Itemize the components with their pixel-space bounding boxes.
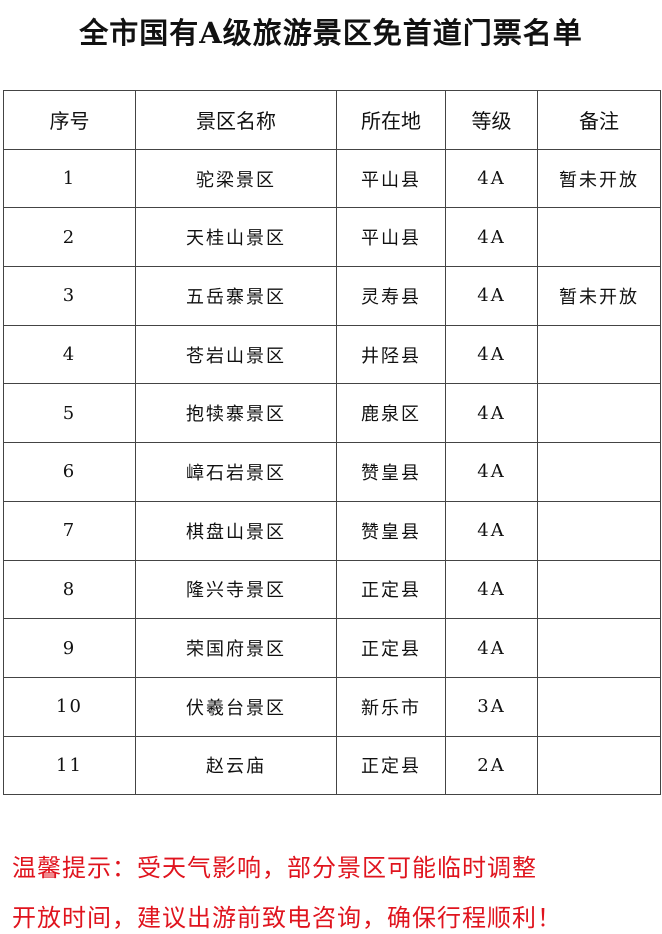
cell-level: 2A xyxy=(445,735,538,796)
cell-location: 正定县 xyxy=(336,735,446,796)
table-row: 9 荣国府景区 正定县 4A xyxy=(3,618,661,678)
cell-name: 五岳寨景区 xyxy=(135,266,337,326)
table-row: 4 苍岩山景区 井陉县 4A xyxy=(3,324,661,385)
cell-remark: 暂未开放 xyxy=(537,266,661,326)
notice-line-1: 温馨提示：受天气影响，部分景区可能临时调整 xyxy=(12,854,537,882)
cell-index: 10 xyxy=(3,676,136,737)
cell-name: 抱犊寨景区 xyxy=(135,383,337,444)
cell-index: 7 xyxy=(3,500,136,561)
cell-name: 嶂石岩景区 xyxy=(135,442,337,502)
cell-level: 4A xyxy=(445,148,538,209)
table-row: 6 嶂石岩景区 赞皇县 4A xyxy=(3,442,661,502)
cell-index: 11 xyxy=(3,735,136,796)
cell-index: 6 xyxy=(3,442,136,502)
cell-location: 平山县 xyxy=(336,148,446,209)
cell-level: 4A xyxy=(445,618,538,678)
cell-name: 荣国府景区 xyxy=(135,618,337,678)
cell-location: 新乐市 xyxy=(336,676,446,737)
table-row: 11 赵云庙 正定县 2A xyxy=(3,735,661,796)
cell-remark xyxy=(537,676,661,737)
page-title: 全市国有A级旅游景区免首道门票名单 xyxy=(79,16,583,50)
cell-remark xyxy=(537,735,661,796)
cell-name: 驼梁景区 xyxy=(135,148,337,209)
table-row: 2 天桂山景区 平山县 4A xyxy=(3,207,661,268)
cell-index: 9 xyxy=(3,618,136,678)
table-row: 10 伏羲台景区 新乐市 3A xyxy=(3,676,661,737)
cell-location: 正定县 xyxy=(336,559,446,620)
cell-remark: 暂未开放 xyxy=(537,148,661,209)
cell-level: 4A xyxy=(445,500,538,561)
column-header: 序号 xyxy=(3,90,136,150)
cell-location: 赞皇县 xyxy=(336,442,446,502)
cell-name: 棋盘山景区 xyxy=(135,500,337,561)
column-header: 所在地 xyxy=(336,90,446,150)
column-header: 备注 xyxy=(537,90,661,150)
cell-level: 3A xyxy=(445,676,538,737)
cell-level: 4A xyxy=(445,383,538,444)
cell-remark xyxy=(537,383,661,444)
cell-index: 3 xyxy=(3,266,136,326)
cell-name: 赵云庙 xyxy=(135,735,337,796)
cell-location: 鹿泉区 xyxy=(336,383,446,444)
cell-name: 天桂山景区 xyxy=(135,207,337,268)
cell-remark xyxy=(537,324,661,385)
table-row: 7 棋盘山景区 赞皇县 4A xyxy=(3,500,661,561)
cell-location: 井陉县 xyxy=(336,324,446,385)
table-row: 3 五岳寨景区 灵寿县 4A 暂未开放 xyxy=(3,266,661,326)
cell-location: 灵寿县 xyxy=(336,266,446,326)
cell-level: 4A xyxy=(445,207,538,268)
cell-index: 4 xyxy=(3,324,136,385)
cell-index: 8 xyxy=(3,559,136,620)
cell-level: 4A xyxy=(445,266,538,326)
cell-remark xyxy=(537,618,661,678)
cell-remark xyxy=(537,442,661,502)
cell-level: 4A xyxy=(445,559,538,620)
cell-index: 1 xyxy=(3,148,136,209)
cell-remark xyxy=(537,500,661,561)
table-header-row: 序号 景区名称 所在地 等级 备注 xyxy=(3,90,661,150)
cell-level: 4A xyxy=(445,442,538,502)
cell-name: 伏羲台景区 xyxy=(135,676,337,737)
cell-location: 赞皇县 xyxy=(336,500,446,561)
column-header: 景区名称 xyxy=(135,90,337,150)
column-header: 等级 xyxy=(445,90,538,150)
scenic-spot-table: 序号 景区名称 所在地 等级 备注 1 驼梁景区 平山县 4A 暂未开放 2 天桂山景区 平山县 4A 3… xyxy=(3,90,661,796)
table-row: 8 隆兴寺景区 正定县 4A xyxy=(3,559,661,620)
cell-remark xyxy=(537,207,661,268)
table-row: 5 抱犊寨景区 鹿泉区 4A xyxy=(3,383,661,444)
cell-level: 4A xyxy=(445,324,538,385)
cell-index: 5 xyxy=(3,383,136,444)
notice-line-2: 开放时间，建议出游前致电咨询，确保行程顺利！ xyxy=(12,904,562,932)
cell-name: 隆兴寺景区 xyxy=(135,559,337,620)
cell-remark xyxy=(537,559,661,620)
table-row: 1 驼梁景区 平山县 4A 暂未开放 xyxy=(3,148,661,209)
cell-location: 平山县 xyxy=(336,207,446,268)
cell-name: 苍岩山景区 xyxy=(135,324,337,385)
cell-location: 正定县 xyxy=(336,618,446,678)
cell-index: 2 xyxy=(3,207,136,268)
